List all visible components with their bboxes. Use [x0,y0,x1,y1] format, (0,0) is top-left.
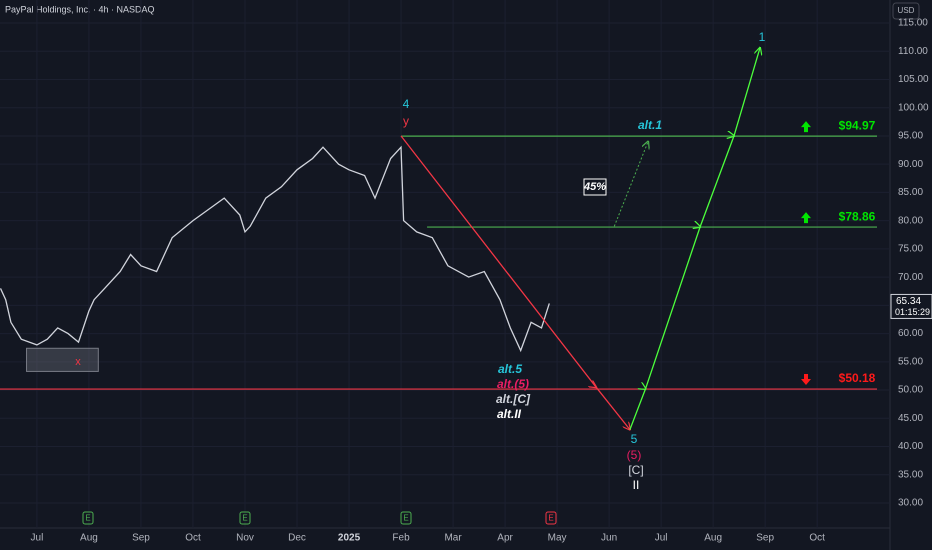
countdown: 01:15:29 [895,307,930,317]
x-tick-label: Nov [236,533,254,544]
y-tick-label: 30.00 [898,498,923,509]
wave-label: alt.1 [638,118,662,132]
level-label: $50.18 [839,371,876,385]
x-tick-label: Feb [392,533,410,544]
x-tick-label: Sep [132,533,150,544]
x-tick-label: Dec [288,533,306,544]
wave-label: alt.[C] [496,392,531,406]
x-tick-label: Jul [655,533,668,544]
y-tick-label: 105.00 [898,74,929,85]
level-arrow [801,374,811,386]
y-tick-label: 110.00 [898,46,928,57]
x-tick-label: 2025 [338,533,361,544]
x-tick-label: Aug [704,533,722,544]
x-tick-label: Sep [756,533,774,544]
wave-label: 5 [631,432,638,446]
level-label: $94.97 [839,118,876,132]
y-tick-label: 45.00 [898,413,923,424]
earnings-label: E [403,514,408,523]
y-tick-label: 70.00 [898,272,923,283]
wave-label: x [75,356,81,368]
y-tick-label: 100.00 [898,102,929,113]
earnings-marker [82,511,94,525]
wave-label: alt.II [497,407,522,421]
chart-title: PayPal Holdings, Inc. · 4h · NASDAQ [5,4,155,14]
annotation-box [583,178,607,196]
projection [629,48,760,430]
zone [26,347,99,372]
x-tick-label: Aug [80,533,98,544]
earnings-marker [545,511,557,525]
wave-label: II [633,478,640,492]
earnings-marker [239,511,251,525]
y-tick-label: 75.00 [898,244,923,255]
wave-label: [C] [628,463,643,477]
x-tick-label: Oct [809,533,825,544]
currency-box [892,2,920,20]
level-arrow [801,212,811,224]
level-label: $78.86 [839,209,876,223]
projection [400,135,630,430]
y-tick-label: 55.00 [898,356,923,367]
y-tick-label: 60.00 [898,328,923,339]
y-tick-label: 85.00 [898,187,923,198]
y-tick-label: 80.00 [898,215,923,226]
earnings-label: E [242,514,247,523]
y-tick-label: 35.00 [898,469,923,480]
x-tick-label: Mar [444,533,462,544]
y-tick-label: 90.00 [898,159,923,170]
wave-label: (5) [627,448,642,462]
x-tick-label: Jul [31,533,44,544]
x-tick-label: Apr [497,533,513,544]
wave-label: y [403,114,409,128]
wave-label: 1 [759,30,766,44]
last-price-box [890,293,932,319]
wave-label: alt.5 [498,362,522,376]
wave-label: alt.(5) [497,377,529,391]
x-tick-label: Jun [601,533,617,544]
price-line [0,145,550,353]
earnings-label: E [85,514,90,523]
y-tick-label: 40.00 [898,441,923,452]
y-tick-label: 115.00 [898,18,928,29]
y-tick-label: 95.00 [898,131,923,142]
wave-label: 45% [583,181,606,193]
y-tick-label: 50.00 [898,385,923,396]
x-tick-label: Oct [185,533,201,544]
earnings-marker [400,511,412,525]
earnings-label: E [548,514,553,523]
projection [613,142,648,227]
wave-label: 4 [403,97,410,111]
x-tick-label: May [548,533,567,544]
level-arrow [801,121,811,133]
last-price: 65.34 [896,296,921,307]
currency: USD [898,6,915,15]
